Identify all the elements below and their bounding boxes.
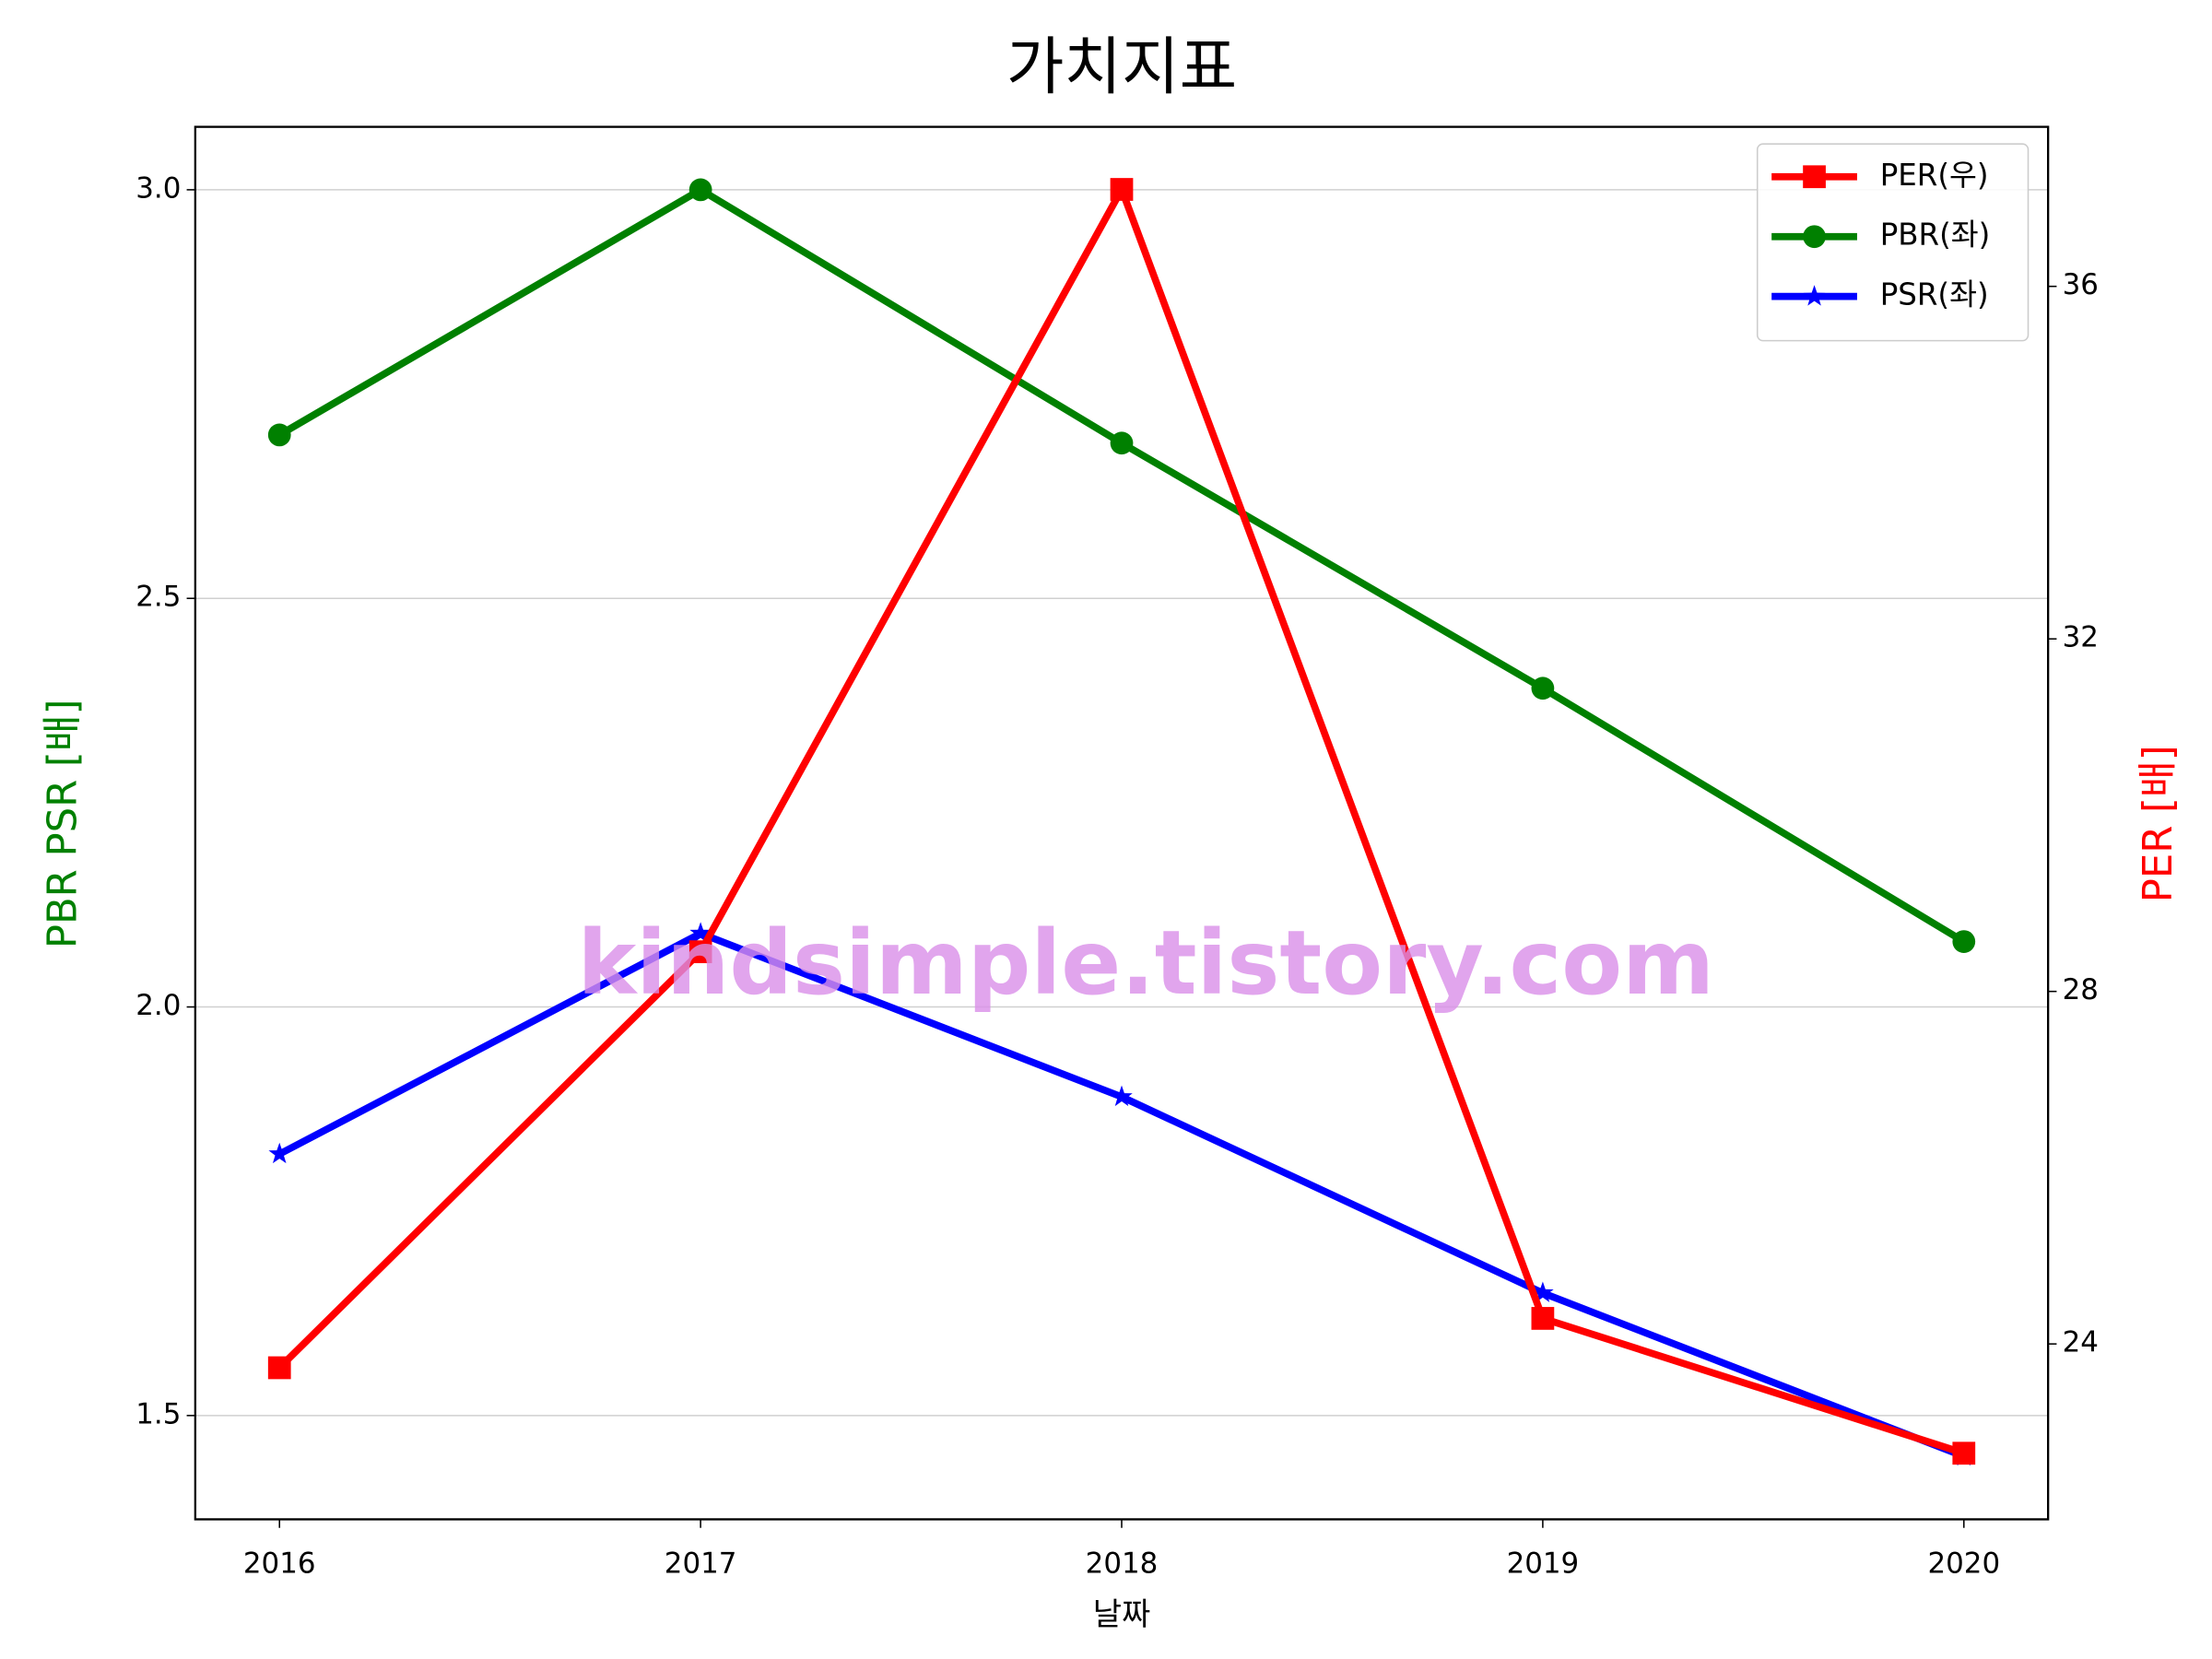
y2-axis-label: PER [배] [2136, 745, 2182, 902]
x-tick-label: 2018 [1086, 1547, 1159, 1580]
marker [1110, 178, 1134, 201]
legend-label: PER(우) [1880, 158, 1989, 193]
marker [1531, 1307, 1555, 1330]
x-tick-label: 2017 [665, 1547, 737, 1580]
marker [688, 178, 712, 202]
plot-frame [194, 125, 2050, 1521]
chart-title: 가치지표 [1006, 31, 1237, 104]
marker [688, 940, 712, 964]
y2-tick-label: 28 [2063, 973, 2099, 1006]
marker [267, 423, 291, 447]
marker [689, 922, 712, 943]
marker [1110, 431, 1134, 455]
legend-box [1756, 143, 2030, 342]
marker [1952, 930, 1976, 953]
legend: PER(우) PBR(좌) PSR(좌) [1756, 143, 2030, 342]
marker [1532, 1281, 1554, 1302]
series-line [276, 185, 1965, 1457]
x-tick-label: 2019 [1507, 1547, 1580, 1580]
y-tick-label: 3.0 [135, 171, 181, 205]
y-tick-label: 2.0 [135, 989, 181, 1022]
legend-marker [1803, 285, 1826, 306]
x-axis-label: 날짜 [1093, 1596, 1151, 1633]
y-tick-label: 1.5 [135, 1397, 181, 1430]
marker [1952, 1441, 1976, 1465]
x-tick-label: 2020 [1927, 1547, 2000, 1580]
y2-tick-label: 32 [2063, 621, 2099, 654]
legend-label: PSR(좌) [1880, 277, 1989, 312]
watermark: kindsimple.tistory.com [578, 912, 1715, 1015]
marker [1531, 677, 1555, 700]
y2-tick-label: 36 [2063, 268, 2099, 301]
legend-marker [1803, 165, 1826, 189]
x-tick-label: 2016 [243, 1547, 316, 1580]
y-tick-label: 2.5 [135, 581, 181, 614]
marker [1111, 1085, 1133, 1107]
marker [268, 1142, 290, 1164]
y-axis-label: PBR PSR [배] [41, 700, 87, 949]
legend-label: PBR(좌) [1880, 218, 1991, 253]
legend-marker [1803, 225, 1826, 249]
series-line [277, 186, 1966, 945]
y2-tick-label: 24 [2063, 1326, 2099, 1359]
marker [267, 1356, 291, 1380]
